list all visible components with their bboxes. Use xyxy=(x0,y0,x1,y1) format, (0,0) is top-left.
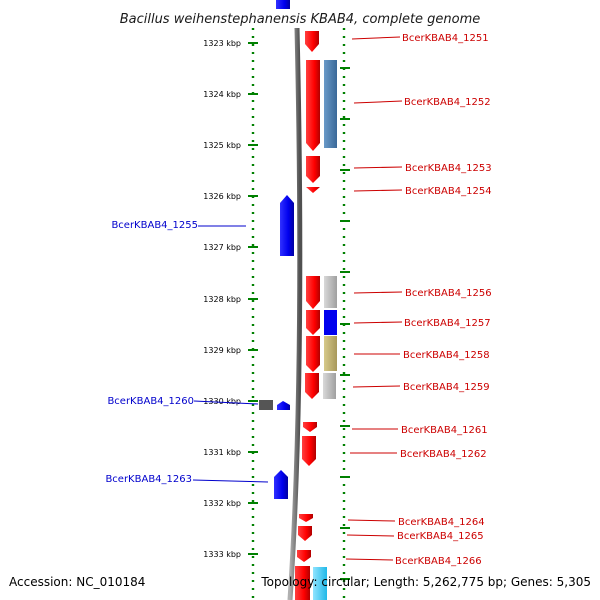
gene-1254-arrow[interactable] xyxy=(306,187,320,193)
gene-1265-arrow[interactable] xyxy=(298,526,312,541)
gene-1252-arrow[interactable] xyxy=(306,60,320,151)
genome-summary-text: Topology: circular; Length: 5,262,775 bp… xyxy=(260,575,591,589)
genome-backbone xyxy=(287,27,303,600)
gene-1258-cog-box xyxy=(324,336,337,371)
gene-label-1252[interactable]: BcerKBAB4_1252 xyxy=(404,97,491,108)
ruler-label-3: 1326 kbp xyxy=(203,192,241,201)
gene-label-1259[interactable]: BcerKBAB4_1259 xyxy=(403,382,490,393)
gene-1251-arrow[interactable] xyxy=(305,31,319,52)
gene-label-1253[interactable]: BcerKBAB4_1253 xyxy=(405,163,492,174)
gene-labels: BcerKBAB4_1251 BcerKBAB4_1252 BcerKBAB4_… xyxy=(105,33,491,567)
ruler-label-1: 1324 kbp xyxy=(203,90,241,99)
gene-1255-arrow[interactable] xyxy=(280,195,294,256)
ruler-label-2: 1325 kbp xyxy=(203,141,241,150)
gene-1256-cog-box xyxy=(324,276,337,308)
ruler-label-9: 1332 kbp xyxy=(203,499,241,508)
gene-1261-arrow[interactable] xyxy=(303,422,317,432)
ruler-label-8: 1331 kbp xyxy=(203,448,241,457)
gene-1256-arrow[interactable] xyxy=(306,276,320,309)
gene-fragment-bottom-cyan xyxy=(313,567,327,600)
gene-1257-arrow[interactable] xyxy=(306,310,320,335)
gene-label-1255[interactable]: BcerKBAB4_1255 xyxy=(111,220,198,231)
gene-label-1256[interactable]: BcerKBAB4_1256 xyxy=(405,288,492,299)
gene-fragment-top[interactable] xyxy=(276,0,290,9)
gene-label-1264[interactable]: BcerKBAB4_1264 xyxy=(398,517,485,528)
gene-glyphs xyxy=(259,31,337,600)
ruler-label-10: 1333 kbp xyxy=(203,550,241,559)
gene-label-1265[interactable]: BcerKBAB4_1265 xyxy=(397,531,484,542)
map-title: Bacillus weihenstephanensis KBAB4, compl… xyxy=(120,12,481,27)
gene-1260-arrow[interactable] xyxy=(277,401,290,410)
gene-label-1254[interactable]: BcerKBAB4_1254 xyxy=(405,186,492,197)
gene-1262-arrow[interactable] xyxy=(302,436,316,466)
ruler-ticks: 1323 kbp 1324 kbp 1325 kbp 1326 kbp 1327 kbp… xyxy=(203,39,350,580)
gene-label-1262[interactable]: BcerKBAB4_1262 xyxy=(400,449,487,460)
ruler-label-4: 1327 kbp xyxy=(203,243,241,252)
gene-label-1260[interactable]: BcerKBAB4_1260 xyxy=(107,396,194,407)
gene-1259-arrow[interactable] xyxy=(305,373,319,399)
gene-1252-cog-box xyxy=(324,60,337,148)
ruler-label-6: 1329 kbp xyxy=(203,346,241,355)
accession-text: Accession: NC_010184 xyxy=(9,575,145,589)
gene-label-1258[interactable]: BcerKBAB4_1258 xyxy=(403,350,490,361)
ruler-label-0: 1323 kbp xyxy=(203,39,241,48)
gene-1263-arrow[interactable] xyxy=(274,470,288,499)
gene-1259-cog-box xyxy=(323,373,336,399)
gene-fragment-bottom-red[interactable] xyxy=(295,566,310,600)
ruler-label-5: 1328 kbp xyxy=(203,295,241,304)
ruler-label-7: 1330 kbp xyxy=(203,397,241,406)
gene-label-1266[interactable]: BcerKBAB4_1266 xyxy=(395,556,482,567)
gene-label-1263[interactable]: BcerKBAB4_1263 xyxy=(105,474,192,485)
gene-1264-arrow[interactable] xyxy=(299,514,313,522)
gene-label-1257[interactable]: BcerKBAB4_1257 xyxy=(404,318,491,329)
gene-label-1251[interactable]: BcerKBAB4_1251 xyxy=(402,33,489,44)
gene-1260-cog-box xyxy=(259,400,273,410)
gene-1253-arrow[interactable] xyxy=(306,156,320,183)
gene-1257-cog-box xyxy=(324,310,337,335)
gene-1258-arrow[interactable] xyxy=(306,336,320,372)
gene-label-1261[interactable]: BcerKBAB4_1261 xyxy=(401,425,488,436)
gene-1266-arrow[interactable] xyxy=(297,550,311,562)
